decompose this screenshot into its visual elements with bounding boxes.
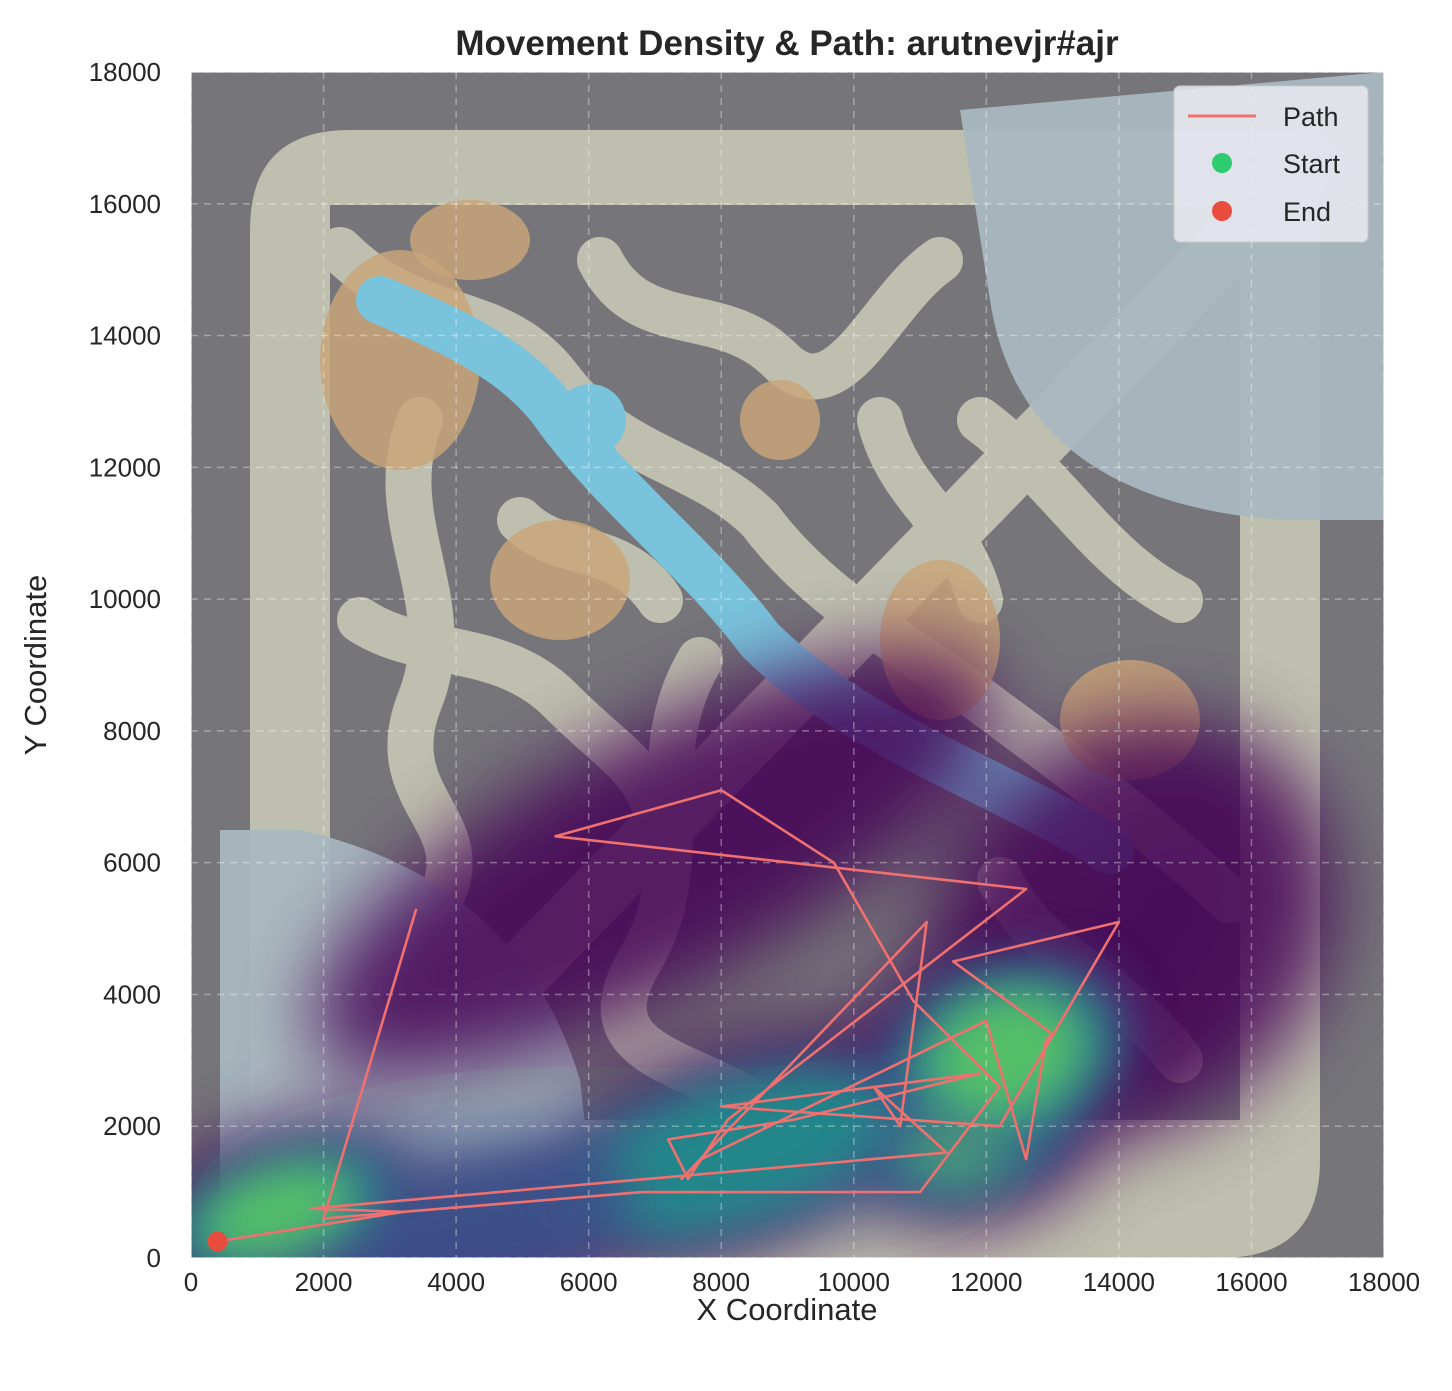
plot-area <box>191 72 1384 1258</box>
density-contour <box>338 1152 641 1258</box>
x-tick-label: 16000 <box>1215 1267 1287 1297</box>
y-tick-label: 4000 <box>103 979 161 1009</box>
density-contour <box>932 995 1081 1113</box>
x-tick-label: 18000 <box>1348 1267 1420 1297</box>
path-series-line <box>217 788 1121 1243</box>
legend-path-label: Path <box>1283 102 1339 132</box>
map-river-pool <box>554 384 626 456</box>
x-axis-ticks: 0 2000 4000 6000 8000 10000 12000 14000 16000 180… <box>184 1267 1420 1297</box>
x-tick-label: 4000 <box>427 1267 485 1297</box>
x-tick-label: 6000 <box>560 1267 618 1297</box>
map-brush-patch <box>490 520 630 640</box>
chart-title: Movement Density & Path: arutnevjr#ajr <box>455 24 1119 63</box>
y-tick-label: 12000 <box>89 452 161 482</box>
density-contour <box>312 651 998 1074</box>
density-contour <box>204 1169 350 1255</box>
y-tick-label: 8000 <box>103 716 161 746</box>
x-tick-label: 10000 <box>818 1267 890 1297</box>
grid-lines <box>191 72 1384 1258</box>
y-tick-label: 16000 <box>89 189 161 219</box>
y-tick-label: 10000 <box>89 584 161 614</box>
x-tick-label: 8000 <box>692 1267 750 1297</box>
x-axis-label: X Coordinate <box>697 1292 878 1327</box>
legend-start-label: Start <box>1283 149 1341 179</box>
map-jungle-path <box>385 397 473 923</box>
map-brush-patch <box>410 200 530 280</box>
y-tick-label: 0 <box>147 1243 161 1273</box>
legend: Path Start End <box>1173 85 1369 243</box>
y-tick-label: 14000 <box>89 321 161 351</box>
x-tick-label: 0 <box>184 1267 198 1297</box>
legend-end-swatch <box>1212 201 1232 221</box>
x-tick-label: 2000 <box>295 1267 353 1297</box>
x-tick-label: 14000 <box>1083 1267 1155 1297</box>
y-axis-ticks: 0 2000 4000 6000 8000 10000 12000 14000 16000 180… <box>89 57 161 1273</box>
y-tick-label: 6000 <box>103 848 161 878</box>
map-brush-patch <box>740 380 820 460</box>
y-tick-label: 2000 <box>103 1111 161 1141</box>
plot-frame <box>190 71 1385 1259</box>
end-point <box>207 1231 228 1252</box>
legend-end-label: End <box>1283 197 1331 227</box>
y-axis-label: Y Coordinate <box>18 575 53 755</box>
legend-start-swatch <box>1212 153 1232 173</box>
x-tick-label: 12000 <box>950 1267 1022 1297</box>
y-tick-label: 18000 <box>89 57 161 87</box>
points-layer <box>207 1231 228 1252</box>
path-line-layer <box>217 788 1121 1243</box>
map-jungle-path <box>577 237 963 400</box>
